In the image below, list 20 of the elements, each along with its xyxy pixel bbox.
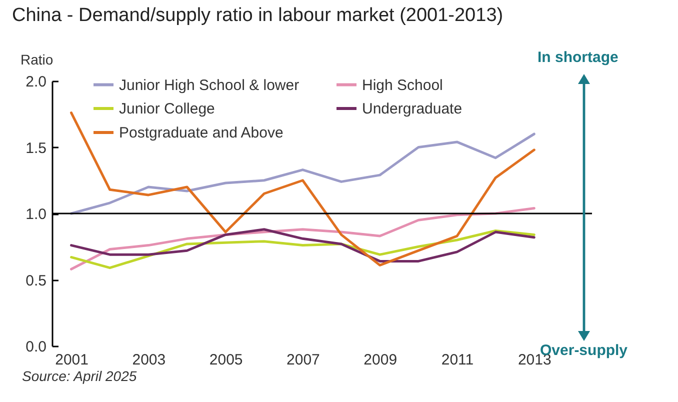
legend-label: Undergraduate: [362, 100, 462, 118]
legend-label: High School: [362, 76, 443, 94]
legend-label: Junior High School & lower: [119, 76, 300, 94]
y-tick-label: 2.0: [26, 74, 46, 90]
x-tick-label: 2009: [364, 352, 398, 368]
legend-label: Postgraduate and Above: [119, 124, 284, 142]
x-tick-label: 2003: [132, 352, 166, 368]
y-tick-label: 0.0: [26, 338, 46, 356]
source-note: Source: April 2025: [22, 368, 137, 384]
chart-title: China - Demand/supply ratio in labour market (2001-2013): [12, 5, 504, 26]
x-tick-label: 2005: [209, 352, 243, 368]
x-tick-label: 2011: [441, 352, 474, 368]
y-tick-label: 0.5: [26, 272, 46, 290]
text: In shortage: [538, 49, 618, 66]
y-axis-title: Ratio: [20, 52, 54, 68]
x-tick-label: 2001: [55, 352, 88, 368]
y-tick-label: 1.0: [26, 206, 46, 223]
legend-label: Junior College: [119, 100, 215, 118]
x-tick-label: 2007: [286, 352, 320, 368]
y-tick-label: 1.5: [26, 140, 46, 157]
